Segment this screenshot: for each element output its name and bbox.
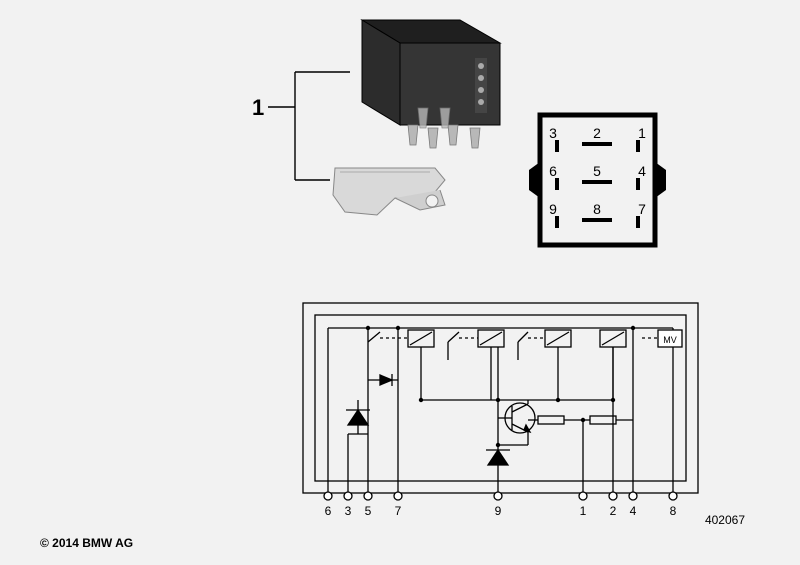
part-number-text: 402067 bbox=[705, 513, 745, 527]
relay-body bbox=[362, 20, 500, 148]
term-6: 6 bbox=[325, 504, 332, 518]
pin-label-7: 7 bbox=[638, 201, 646, 217]
term-4: 4 bbox=[630, 504, 637, 518]
mv-label: MV bbox=[663, 335, 677, 345]
callout-1-label: 1 bbox=[252, 95, 264, 121]
pin-label-2: 2 bbox=[593, 125, 601, 141]
term-7: 7 bbox=[395, 504, 402, 518]
term-5: 5 bbox=[365, 504, 372, 518]
pin-label-1: 1 bbox=[638, 125, 646, 141]
pin-layout-box: 3 2 1 6 5 4 9 8 bbox=[529, 115, 666, 245]
diagram-canvas: 1 bbox=[0, 0, 800, 560]
term-2: 2 bbox=[610, 504, 617, 518]
pin-label-4: 4 bbox=[638, 163, 646, 179]
pin-label-9: 9 bbox=[549, 201, 557, 217]
schematic: MV bbox=[303, 303, 698, 518]
diagram-svg: 3 2 1 6 5 4 9 8 bbox=[0, 0, 800, 560]
term-9: 9 bbox=[495, 504, 502, 518]
callout-1-lines bbox=[268, 72, 350, 180]
mounting-bracket bbox=[333, 168, 445, 215]
pin-label-8: 8 bbox=[593, 201, 601, 217]
pin-label-3: 3 bbox=[549, 125, 557, 141]
term-8: 8 bbox=[670, 504, 677, 518]
pin-label-5: 5 bbox=[593, 163, 601, 179]
pin-label-6: 6 bbox=[549, 163, 557, 179]
term-1: 1 bbox=[580, 504, 587, 518]
copyright-text: © 2014 BMW AG bbox=[40, 536, 133, 550]
term-3: 3 bbox=[345, 504, 352, 518]
